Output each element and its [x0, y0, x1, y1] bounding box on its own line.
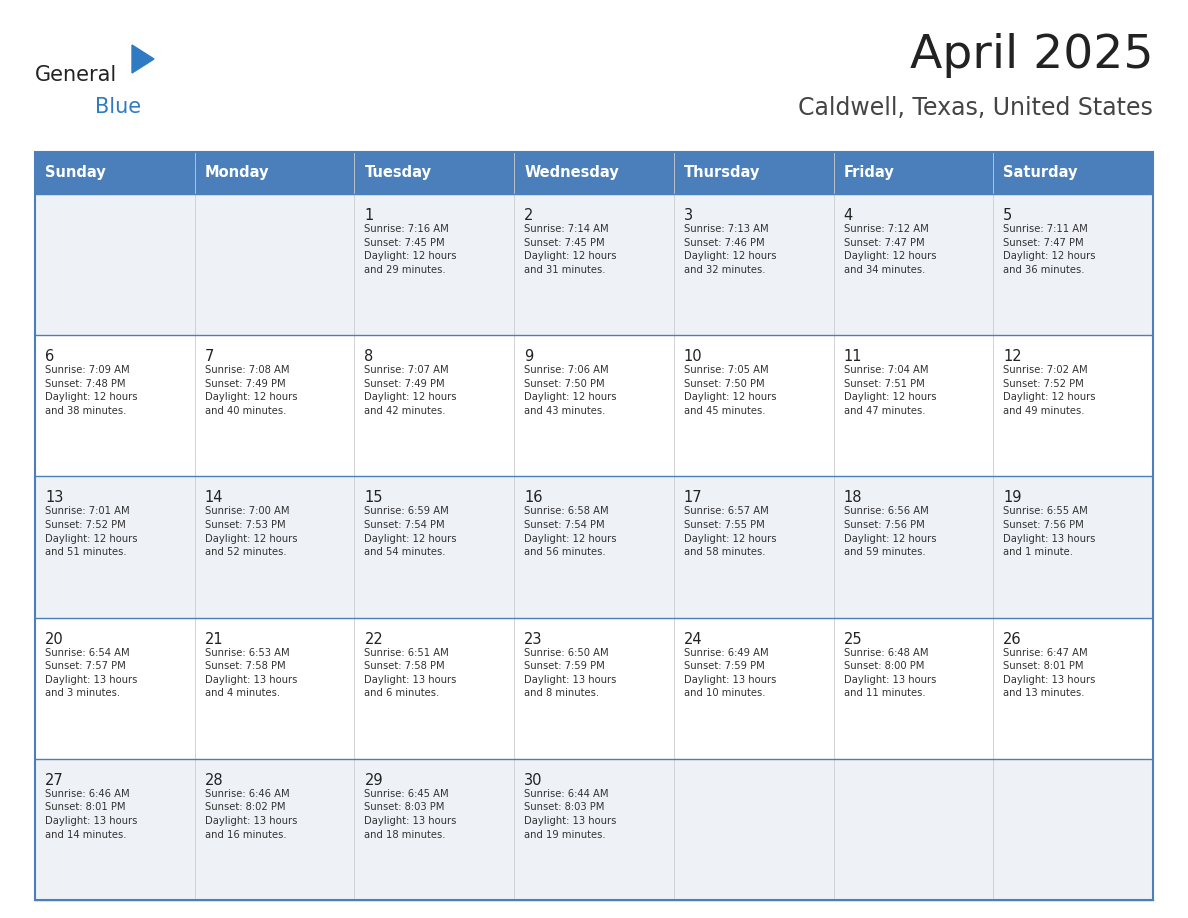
Text: Sunrise: 6:55 AM
Sunset: 7:56 PM
Daylight: 13 hours
and 1 minute.: Sunrise: 6:55 AM Sunset: 7:56 PM Dayligh… — [1004, 507, 1095, 557]
Text: 2: 2 — [524, 208, 533, 223]
Text: 22: 22 — [365, 632, 384, 646]
Text: 29: 29 — [365, 773, 383, 788]
Text: Thursday: Thursday — [684, 165, 760, 181]
Text: Wednesday: Wednesday — [524, 165, 619, 181]
Text: Sunrise: 6:54 AM
Sunset: 7:57 PM
Daylight: 13 hours
and 3 minutes.: Sunrise: 6:54 AM Sunset: 7:57 PM Dayligh… — [45, 647, 138, 699]
Bar — [34, 759, 1154, 900]
Text: Monday: Monday — [204, 165, 270, 181]
Text: Sunrise: 7:01 AM
Sunset: 7:52 PM
Daylight: 12 hours
and 51 minutes.: Sunrise: 7:01 AM Sunset: 7:52 PM Dayligh… — [45, 507, 138, 557]
Text: 9: 9 — [524, 349, 533, 364]
Text: 19: 19 — [1004, 490, 1022, 506]
Text: Sunrise: 7:00 AM
Sunset: 7:53 PM
Daylight: 12 hours
and 52 minutes.: Sunrise: 7:00 AM Sunset: 7:53 PM Dayligh… — [204, 507, 297, 557]
Text: Saturday: Saturday — [1004, 165, 1078, 181]
Text: Sunrise: 6:48 AM
Sunset: 8:00 PM
Daylight: 13 hours
and 11 minutes.: Sunrise: 6:48 AM Sunset: 8:00 PM Dayligh… — [843, 647, 936, 699]
Text: 20: 20 — [45, 632, 64, 646]
Text: 24: 24 — [684, 632, 702, 646]
Text: Sunrise: 7:06 AM
Sunset: 7:50 PM
Daylight: 12 hours
and 43 minutes.: Sunrise: 7:06 AM Sunset: 7:50 PM Dayligh… — [524, 365, 617, 416]
Text: Sunrise: 6:53 AM
Sunset: 7:58 PM
Daylight: 13 hours
and 4 minutes.: Sunrise: 6:53 AM Sunset: 7:58 PM Dayligh… — [204, 647, 297, 699]
Text: Caldwell, Texas, United States: Caldwell, Texas, United States — [798, 96, 1154, 120]
Text: Sunrise: 6:51 AM
Sunset: 7:58 PM
Daylight: 13 hours
and 6 minutes.: Sunrise: 6:51 AM Sunset: 7:58 PM Dayligh… — [365, 647, 457, 699]
Polygon shape — [132, 45, 154, 73]
Text: Sunrise: 7:07 AM
Sunset: 7:49 PM
Daylight: 12 hours
and 42 minutes.: Sunrise: 7:07 AM Sunset: 7:49 PM Dayligh… — [365, 365, 457, 416]
Text: Sunrise: 7:14 AM
Sunset: 7:45 PM
Daylight: 12 hours
and 31 minutes.: Sunrise: 7:14 AM Sunset: 7:45 PM Dayligh… — [524, 224, 617, 274]
Text: Sunrise: 7:16 AM
Sunset: 7:45 PM
Daylight: 12 hours
and 29 minutes.: Sunrise: 7:16 AM Sunset: 7:45 PM Dayligh… — [365, 224, 457, 274]
Bar — [34, 194, 1154, 335]
Text: Sunrise: 6:49 AM
Sunset: 7:59 PM
Daylight: 13 hours
and 10 minutes.: Sunrise: 6:49 AM Sunset: 7:59 PM Dayligh… — [684, 647, 776, 699]
Text: Sunrise: 6:50 AM
Sunset: 7:59 PM
Daylight: 13 hours
and 8 minutes.: Sunrise: 6:50 AM Sunset: 7:59 PM Dayligh… — [524, 647, 617, 699]
Text: 3: 3 — [684, 208, 693, 223]
Text: 6: 6 — [45, 349, 55, 364]
Text: Sunrise: 6:47 AM
Sunset: 8:01 PM
Daylight: 13 hours
and 13 minutes.: Sunrise: 6:47 AM Sunset: 8:01 PM Dayligh… — [1004, 647, 1095, 699]
Text: Sunrise: 6:59 AM
Sunset: 7:54 PM
Daylight: 12 hours
and 54 minutes.: Sunrise: 6:59 AM Sunset: 7:54 PM Dayligh… — [365, 507, 457, 557]
Text: 28: 28 — [204, 773, 223, 788]
Text: 21: 21 — [204, 632, 223, 646]
Text: Blue: Blue — [95, 97, 141, 117]
Text: Sunrise: 6:45 AM
Sunset: 8:03 PM
Daylight: 13 hours
and 18 minutes.: Sunrise: 6:45 AM Sunset: 8:03 PM Dayligh… — [365, 789, 457, 840]
Text: Sunrise: 7:04 AM
Sunset: 7:51 PM
Daylight: 12 hours
and 47 minutes.: Sunrise: 7:04 AM Sunset: 7:51 PM Dayligh… — [843, 365, 936, 416]
Text: Sunrise: 6:58 AM
Sunset: 7:54 PM
Daylight: 12 hours
and 56 minutes.: Sunrise: 6:58 AM Sunset: 7:54 PM Dayligh… — [524, 507, 617, 557]
Text: 11: 11 — [843, 349, 862, 364]
Text: Sunrise: 6:57 AM
Sunset: 7:55 PM
Daylight: 12 hours
and 58 minutes.: Sunrise: 6:57 AM Sunset: 7:55 PM Dayligh… — [684, 507, 776, 557]
Text: 27: 27 — [45, 773, 64, 788]
Text: Sunday: Sunday — [45, 165, 106, 181]
Bar — [34, 152, 1154, 194]
Text: Tuesday: Tuesday — [365, 165, 431, 181]
Text: Sunrise: 6:56 AM
Sunset: 7:56 PM
Daylight: 12 hours
and 59 minutes.: Sunrise: 6:56 AM Sunset: 7:56 PM Dayligh… — [843, 507, 936, 557]
Text: Friday: Friday — [843, 165, 895, 181]
Text: 25: 25 — [843, 632, 862, 646]
Text: 15: 15 — [365, 490, 383, 506]
Text: Sunrise: 7:05 AM
Sunset: 7:50 PM
Daylight: 12 hours
and 45 minutes.: Sunrise: 7:05 AM Sunset: 7:50 PM Dayligh… — [684, 365, 776, 416]
Text: General: General — [34, 65, 118, 85]
Text: 14: 14 — [204, 490, 223, 506]
Text: 7: 7 — [204, 349, 214, 364]
Bar — [34, 476, 1154, 618]
Text: 30: 30 — [524, 773, 543, 788]
Text: 1: 1 — [365, 208, 374, 223]
Bar — [34, 618, 1154, 759]
Text: Sunrise: 7:12 AM
Sunset: 7:47 PM
Daylight: 12 hours
and 34 minutes.: Sunrise: 7:12 AM Sunset: 7:47 PM Dayligh… — [843, 224, 936, 274]
Text: 23: 23 — [524, 632, 543, 646]
Text: 17: 17 — [684, 490, 702, 506]
Text: 16: 16 — [524, 490, 543, 506]
Text: Sunrise: 6:46 AM
Sunset: 8:02 PM
Daylight: 13 hours
and 16 minutes.: Sunrise: 6:46 AM Sunset: 8:02 PM Dayligh… — [204, 789, 297, 840]
Text: 5: 5 — [1004, 208, 1012, 223]
Text: Sunrise: 6:44 AM
Sunset: 8:03 PM
Daylight: 13 hours
and 19 minutes.: Sunrise: 6:44 AM Sunset: 8:03 PM Dayligh… — [524, 789, 617, 840]
Text: April 2025: April 2025 — [910, 32, 1154, 77]
Text: 13: 13 — [45, 490, 63, 506]
Text: Sunrise: 7:09 AM
Sunset: 7:48 PM
Daylight: 12 hours
and 38 minutes.: Sunrise: 7:09 AM Sunset: 7:48 PM Dayligh… — [45, 365, 138, 416]
Text: 8: 8 — [365, 349, 374, 364]
Text: Sunrise: 6:46 AM
Sunset: 8:01 PM
Daylight: 13 hours
and 14 minutes.: Sunrise: 6:46 AM Sunset: 8:01 PM Dayligh… — [45, 789, 138, 840]
Text: 4: 4 — [843, 208, 853, 223]
Text: Sunrise: 7:08 AM
Sunset: 7:49 PM
Daylight: 12 hours
and 40 minutes.: Sunrise: 7:08 AM Sunset: 7:49 PM Dayligh… — [204, 365, 297, 416]
Text: 10: 10 — [684, 349, 702, 364]
Text: 26: 26 — [1004, 632, 1022, 646]
Text: 18: 18 — [843, 490, 862, 506]
Text: Sunrise: 7:13 AM
Sunset: 7:46 PM
Daylight: 12 hours
and 32 minutes.: Sunrise: 7:13 AM Sunset: 7:46 PM Dayligh… — [684, 224, 776, 274]
Bar — [34, 152, 1154, 900]
Text: Sunrise: 7:02 AM
Sunset: 7:52 PM
Daylight: 12 hours
and 49 minutes.: Sunrise: 7:02 AM Sunset: 7:52 PM Dayligh… — [1004, 365, 1095, 416]
Bar — [34, 335, 1154, 476]
Text: 12: 12 — [1004, 349, 1022, 364]
Text: Sunrise: 7:11 AM
Sunset: 7:47 PM
Daylight: 12 hours
and 36 minutes.: Sunrise: 7:11 AM Sunset: 7:47 PM Dayligh… — [1004, 224, 1095, 274]
